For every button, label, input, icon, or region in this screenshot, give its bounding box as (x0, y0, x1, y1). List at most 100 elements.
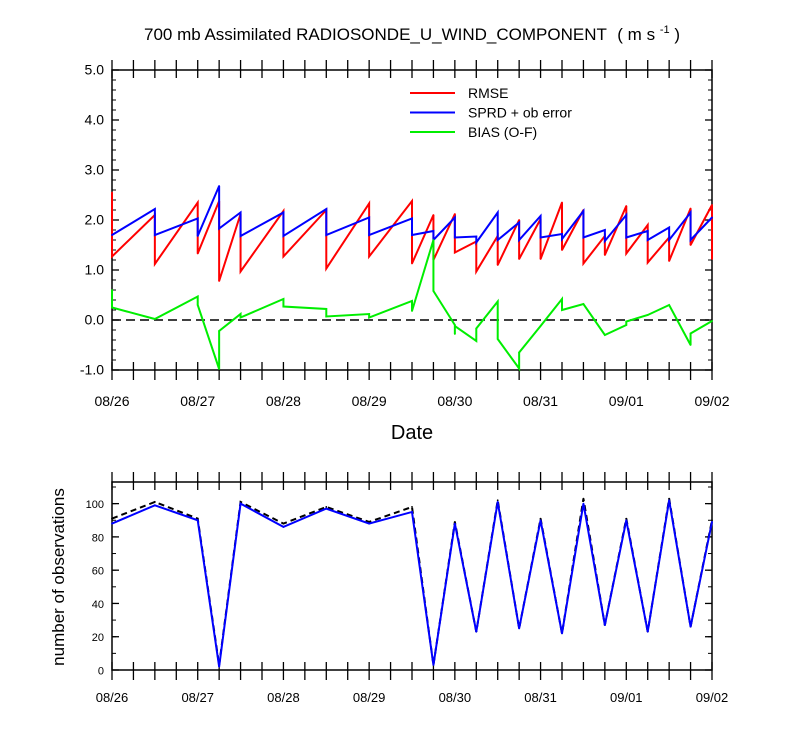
data-point (196, 304, 199, 306)
data-point (282, 298, 285, 300)
data-point (561, 298, 563, 300)
data-point (368, 255, 371, 258)
data-point (646, 261, 649, 264)
data-point (411, 200, 413, 202)
data-point (518, 221, 521, 224)
data-point (411, 506, 413, 508)
x-tick-label: 08/31 (523, 393, 558, 409)
data-point (196, 519, 199, 522)
x-tick-label: 08/31 (524, 690, 557, 705)
data-point (475, 241, 478, 244)
data-point (411, 234, 413, 236)
y-tick-label: 80 (92, 532, 104, 544)
data-point (539, 258, 542, 260)
data-point (218, 665, 221, 668)
x-tick-label: 08/28 (267, 690, 300, 705)
data-point (625, 320, 628, 323)
x-tick-label: 08/30 (437, 393, 472, 409)
data-point (218, 185, 221, 187)
data-point (411, 262, 413, 265)
y-tick-label: 0.0 (85, 312, 105, 328)
data-point (111, 289, 113, 291)
y-tick-label: 0 (98, 666, 104, 678)
legend-label: SPRD + ob error (468, 105, 572, 121)
data-point (625, 519, 628, 522)
series-line-sprd-ob-error (111, 185, 713, 246)
data-point (668, 304, 671, 306)
data-point (111, 255, 113, 258)
data-point (475, 270, 478, 273)
data-point (239, 211, 242, 214)
data-point (518, 627, 521, 630)
data-point (325, 308, 328, 310)
data-point (625, 205, 628, 207)
data-point (325, 507, 328, 510)
data-point (196, 201, 199, 204)
legend-label: BIAS (O-F) (468, 124, 537, 140)
data-point (153, 263, 156, 265)
data-point (561, 233, 563, 235)
data-point (646, 314, 649, 316)
x-tick-label: 08/26 (96, 690, 129, 705)
series-line-bias-o-f (111, 239, 713, 372)
top-xlabel: Date (391, 422, 433, 444)
data-point (689, 207, 692, 210)
y-tick-label: 100 (86, 499, 104, 511)
data-point (111, 234, 113, 236)
data-point (711, 519, 713, 522)
data-point (518, 239, 521, 241)
data-point (239, 270, 242, 273)
data-point (218, 368, 221, 370)
data-point (153, 208, 156, 210)
data-point (282, 211, 285, 214)
data-point (603, 334, 606, 336)
data-point (453, 236, 456, 239)
data-point (668, 499, 671, 502)
series-line-assimilated (111, 500, 713, 667)
series-line-possible (111, 498, 713, 666)
x-tick-label: 08/26 (94, 393, 129, 409)
data-point (646, 630, 649, 633)
chart-title-units-close: ) (674, 25, 680, 44)
data-point (689, 211, 692, 214)
data-point (282, 255, 285, 258)
legend-label: RMSE (468, 85, 508, 101)
data-point (453, 325, 456, 327)
data-point (475, 235, 478, 238)
data-point (368, 316, 371, 319)
data-point (453, 213, 456, 215)
data-point (153, 318, 156, 320)
bottom-chart: 0 20 40 60 80 100 08/26 08/27 08/28 08/29 08/30 08/… (86, 472, 728, 705)
data-point (411, 300, 413, 302)
data-point (561, 201, 563, 204)
data-point (582, 303, 585, 305)
data-point (432, 230, 435, 232)
data-point (196, 252, 199, 255)
data-point (603, 240, 606, 242)
data-point (325, 506, 328, 508)
data-point (153, 501, 156, 503)
y-tick-label: 5.0 (85, 62, 105, 78)
chart-title: 700 mb Assimilated RADIOSONDE_U_WIND_COM… (144, 18, 680, 44)
data-point (539, 215, 542, 217)
top-chart: -1.0 0.0 1.0 2.0 3.0 4.0 5.0 08/26 08/27 08/28 08/… (80, 60, 730, 409)
data-point (625, 517, 628, 520)
data-point (368, 202, 371, 205)
data-point (711, 204, 713, 206)
data-point (111, 522, 113, 525)
data-point (453, 251, 456, 254)
data-point (539, 236, 542, 239)
data-point (689, 625, 692, 628)
data-point (711, 216, 713, 219)
x-tick-label: 09/02 (694, 393, 729, 409)
data-point (496, 338, 499, 340)
y-tick-label: 3.0 (85, 162, 105, 178)
y-tick-label: 40 (92, 599, 104, 611)
x-tick-label: 09/01 (609, 393, 644, 409)
data-point (325, 315, 328, 318)
data-point (196, 517, 199, 520)
data-point (282, 235, 285, 237)
bottom-ylabel: number of observations (49, 488, 68, 666)
data-point (561, 632, 563, 635)
data-point (711, 320, 713, 322)
